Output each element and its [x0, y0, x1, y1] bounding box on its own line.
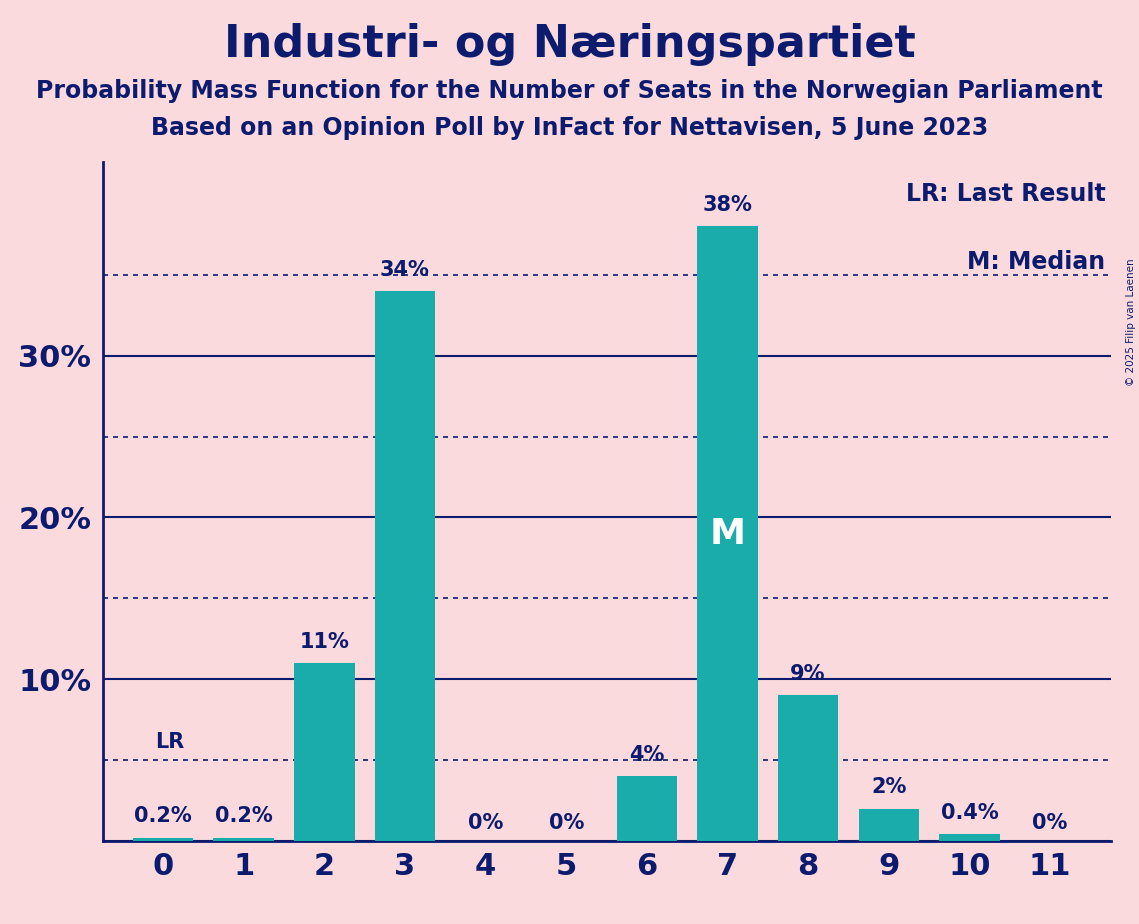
Text: 38%: 38% [703, 195, 753, 215]
Text: 0.4%: 0.4% [941, 803, 998, 823]
Text: 9%: 9% [790, 664, 826, 684]
Text: Industri- og Næringspartiet: Industri- og Næringspartiet [223, 23, 916, 67]
Text: LR: Last Result: LR: Last Result [906, 182, 1106, 206]
Bar [294, 663, 354, 841]
Text: LR: LR [155, 732, 185, 752]
Bar [859, 808, 919, 841]
Bar [375, 291, 435, 841]
Text: 2%: 2% [871, 777, 907, 797]
Bar [133, 838, 194, 841]
Text: 34%: 34% [380, 260, 429, 280]
Text: 0%: 0% [468, 813, 503, 833]
Bar [940, 834, 1000, 841]
Text: 0%: 0% [1032, 813, 1067, 833]
Text: Probability Mass Function for the Number of Seats in the Norwegian Parliament: Probability Mass Function for the Number… [36, 79, 1103, 103]
Bar [778, 696, 838, 841]
Text: Based on an Opinion Poll by InFact for Nettavisen, 5 June 2023: Based on an Opinion Poll by InFact for N… [150, 116, 989, 140]
Text: 4%: 4% [629, 745, 664, 765]
Bar [697, 226, 757, 841]
Text: M: Median: M: Median [967, 250, 1106, 274]
Bar [213, 838, 273, 841]
Text: 11%: 11% [300, 632, 350, 651]
Text: 0.2%: 0.2% [215, 807, 272, 826]
Bar [616, 776, 677, 841]
Text: 0.2%: 0.2% [134, 807, 191, 826]
Text: © 2025 Filip van Laenen: © 2025 Filip van Laenen [1126, 259, 1136, 386]
Text: M: M [710, 517, 746, 551]
Text: 0%: 0% [549, 813, 584, 833]
